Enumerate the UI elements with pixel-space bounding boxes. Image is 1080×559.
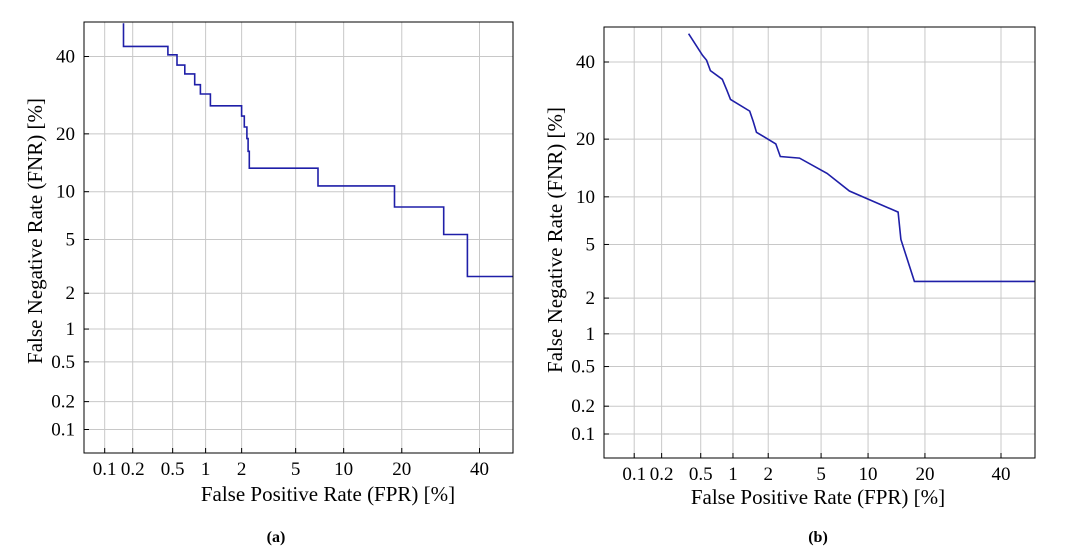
- x-tick-label: 0.5: [689, 464, 713, 485]
- y-tick-label: 10: [576, 187, 595, 208]
- x-tick-label: 1: [201, 459, 211, 480]
- x-tick-label: 10: [859, 464, 878, 485]
- y-tick-label: 1: [66, 319, 76, 340]
- det-curve-line: [122, 23, 513, 278]
- y-tick-label: 2: [586, 288, 596, 309]
- plot-frame: [83, 21, 514, 454]
- series-group: [122, 23, 513, 278]
- y-tick-label: 20: [56, 124, 75, 145]
- x-tick-label: 40: [992, 464, 1011, 485]
- y-tick-label: 0.2: [51, 392, 75, 413]
- x-tick-label: 1: [728, 464, 738, 485]
- x-tick-label: 0.5: [161, 459, 185, 480]
- y-tick-label: 2: [66, 283, 76, 304]
- x-tick-label: 0.1: [93, 459, 117, 480]
- x-tick-label: 20: [392, 459, 411, 480]
- panel-b-caption: (b): [808, 529, 828, 546]
- panel-a-caption: (a): [267, 529, 286, 546]
- x-tick-label: 2: [763, 464, 773, 485]
- x-tick-label: 5: [816, 464, 826, 485]
- chart-grid: [604, 27, 1035, 458]
- y-tick-label: 0.1: [51, 420, 75, 441]
- x-tick-label: 2: [237, 459, 247, 480]
- y-axis-label: False Negative Rate (FNR) [%]: [23, 98, 47, 364]
- y-tick-label: 5: [66, 229, 76, 250]
- y-tick-label: 40: [56, 47, 75, 68]
- det-curve-line: [687, 33, 1035, 283]
- x-tick-label: 5: [291, 459, 301, 480]
- y-tick-label: 10: [56, 182, 75, 203]
- y-tick-label: 1: [586, 324, 596, 345]
- x-tick-label: 10: [334, 459, 353, 480]
- x-tick-label: 0.2: [650, 464, 674, 485]
- plot-frame: [603, 26, 1036, 459]
- series-group: [687, 33, 1035, 283]
- x-axis-label: False Positive Rate (FPR) [%]: [691, 485, 945, 509]
- y-tick-label: 0.5: [571, 357, 595, 378]
- y-tick-label: 0.2: [571, 396, 595, 417]
- x-tick-label: 40: [470, 459, 489, 480]
- x-tick-label: 0.2: [121, 459, 145, 480]
- y-tick-label: 0.1: [571, 424, 595, 445]
- y-tick-label: 20: [576, 129, 595, 150]
- x-axis-label: False Positive Rate (FPR) [%]: [201, 482, 455, 506]
- y-tick-label: 0.5: [51, 352, 75, 373]
- x-tick-label: 0.1: [622, 464, 646, 485]
- y-tick-label: 40: [576, 52, 595, 73]
- chart-grid: [84, 22, 513, 453]
- y-tick-label: 5: [586, 234, 596, 255]
- x-tick-label: 20: [915, 464, 934, 485]
- y-axis-label: False Negative Rate (FNR) [%]: [543, 107, 567, 373]
